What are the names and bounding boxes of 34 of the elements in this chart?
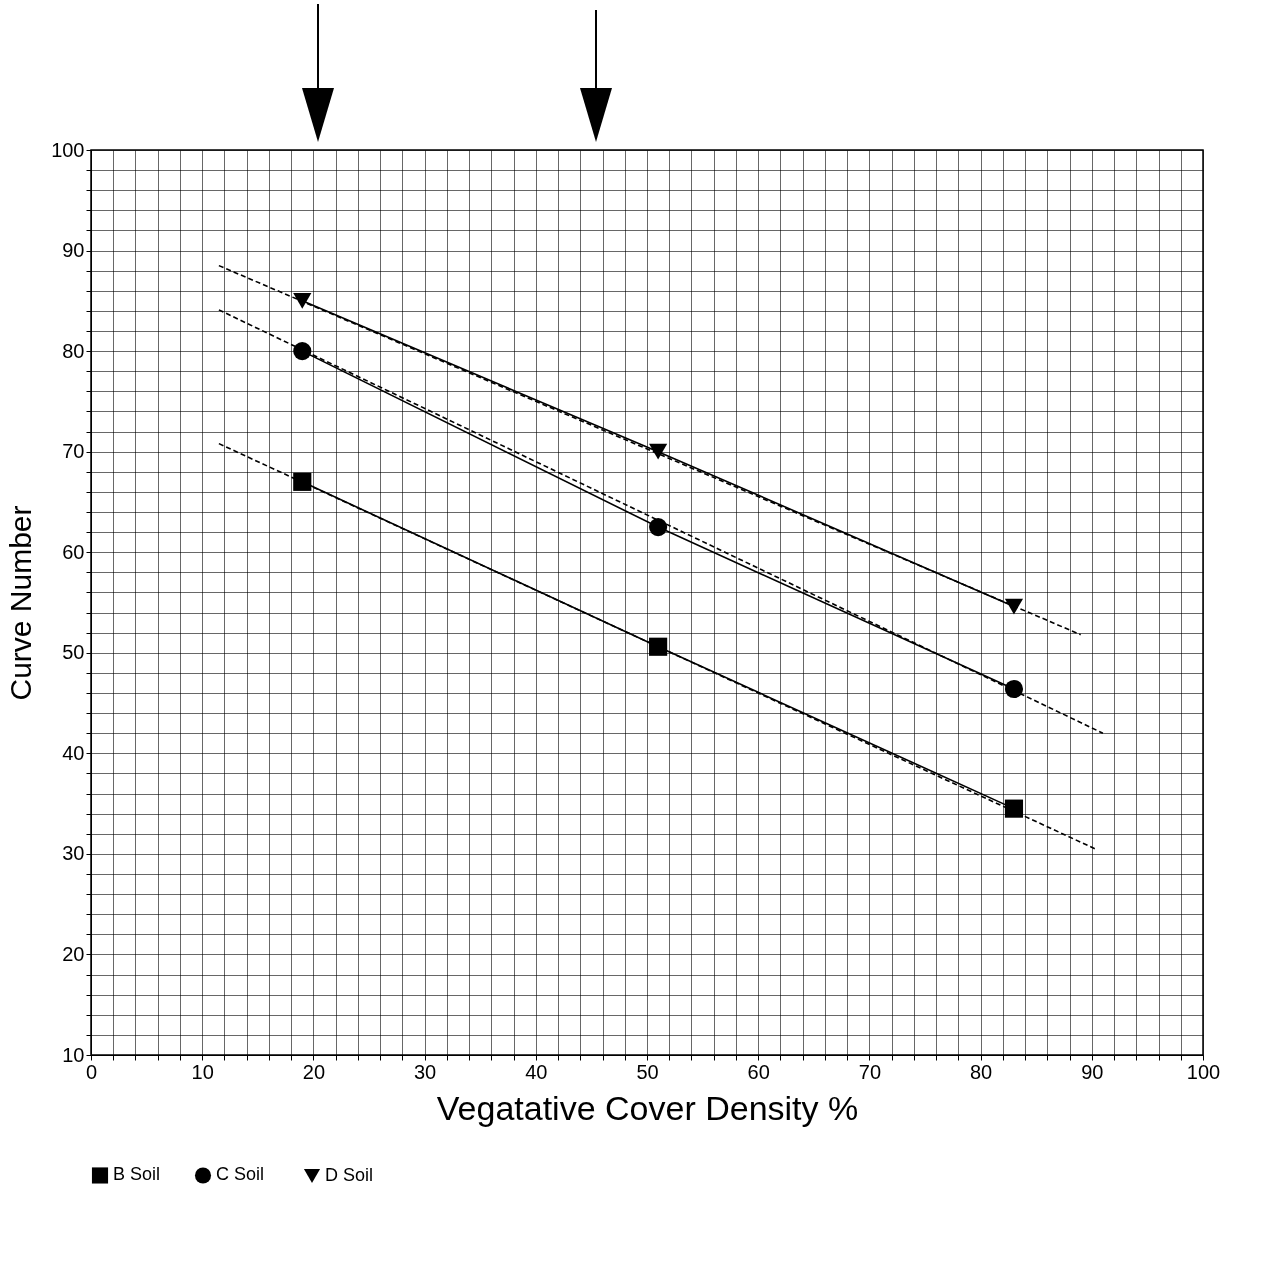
y-tick-label: 20 [62,942,85,965]
point [1004,679,1024,699]
point [649,637,668,656]
x-tick-label: 20 [302,1060,326,1083]
y-tick-label: 30 [62,842,85,865]
point [1004,799,1024,818]
point [649,443,668,460]
y-tick-label: 50 [62,641,85,664]
x-tick-label: 40 [525,1060,548,1083]
x-tick-label: 70 [858,1060,882,1083]
point [293,342,312,361]
x-axis-title: Vegatative Cover Density % [436,1088,859,1127]
x-tick-label: 100 [1186,1060,1221,1083]
legend-label: B Soil [113,1164,161,1185]
y-tick-label: 70 [62,440,85,463]
y-tick-label: 60 [62,540,85,563]
point [293,292,312,309]
x-tick-label: 50 [636,1060,659,1083]
y-tick-label: 10 [62,1043,85,1066]
y-axis-title: Curve Number [4,505,38,701]
point [293,472,312,491]
x-tick-label: 90 [1081,1060,1104,1083]
point [649,518,668,537]
x-tick-label: 60 [747,1060,770,1083]
x-tick-label: 30 [413,1060,437,1083]
y-tick-label: 90 [62,239,85,262]
x-tick-label: 80 [969,1060,993,1083]
x-tick-label: 10 [191,1060,214,1083]
legend-label: C Soil [216,1164,265,1185]
y-tick-label: 100 [51,138,85,161]
y-tick-label: 40 [62,741,85,764]
legend-label: D Soil [325,1165,374,1186]
x-tick-label: 0 [85,1060,98,1083]
y-tick-label: 80 [62,339,85,362]
